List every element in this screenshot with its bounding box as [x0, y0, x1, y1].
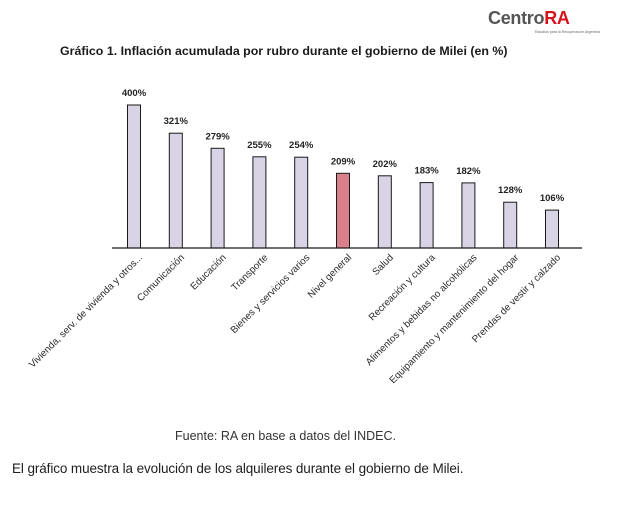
value-label-comunicacion: 321%	[164, 116, 189, 127]
logo-tagline: Estudios para la Recuperación Argentina	[535, 30, 601, 34]
value-label-bienes-y-servicios-varios: 254%	[289, 140, 314, 151]
value-label-prendas-de-vestir-y-calzado: 106%	[540, 193, 565, 204]
centro-ra-logo: CentroRA Estudios para la Recuperación A…	[488, 8, 601, 42]
value-label-educacion: 279%	[205, 131, 230, 142]
bar-equipamiento-y-mantenimiento-del-hogar	[503, 201, 518, 249]
value-label-equipamiento-y-mantenimiento-del-hogar: 128%	[498, 185, 523, 196]
category-labels-group: Vivienda, serv. de vivienda y otros...Co…	[27, 252, 563, 386]
bar-salud	[377, 175, 392, 249]
category-label-transporte: Transporte	[229, 252, 270, 293]
category-label-vivienda-serv-de-vivienda-y-otros: Vivienda, serv. de vivienda y otros...	[27, 252, 145, 370]
article-caption: El gráfico muestra la evolución de los a…	[12, 461, 464, 476]
value-label-nivel-general: 209%	[331, 156, 356, 167]
value-labels-group: 400% 321% 279% 255% 254% 209% 202% 183% 182% 128%…	[122, 88, 565, 204]
value-label-transporte: 255%	[247, 140, 272, 151]
bar-vivienda-serv-de-vivienda-y-otros	[127, 104, 141, 249]
category-label-salud: Salud	[370, 252, 396, 278]
chart-source: Fuente: RA en base a datos del INDEC.	[175, 429, 396, 443]
value-label-recreacion-y-cultura: 183%	[414, 166, 439, 177]
bar-bienes-y-servicios-varios	[294, 156, 309, 249]
bar-comunicacion	[168, 132, 183, 249]
bar-nivel-general	[336, 172, 350, 249]
bar-recreacion-y-cultura	[419, 182, 434, 249]
bars-group	[127, 104, 559, 249]
category-label-educacion: Educación	[189, 252, 229, 292]
logo-name-part2: RA	[544, 8, 570, 28]
bar-alimentos-y-bebidas-no-alcoholicas	[461, 182, 476, 249]
category-label-prendas-de-vestir-y-calzado: Prendas de vestir y calzado	[470, 252, 563, 345]
value-label-vivienda-serv-de-vivienda-y-otros: 400%	[122, 88, 147, 99]
chart-title: Gráfico 1. Inflación acumulada por rubro…	[60, 44, 508, 58]
logo-wordmark: CentroRA	[488, 8, 588, 28]
value-label-salud: 202%	[373, 159, 398, 170]
bar-prendas-de-vestir-y-calzado	[545, 209, 559, 249]
category-label-bienes-y-servicios-varios: Bienes y servicios varios	[229, 252, 313, 336]
category-label-nivel-general: Nivel general	[306, 252, 354, 300]
logo-name-part1: Centro	[488, 8, 545, 28]
value-label-alimentos-y-bebidas-no-alcoholicas: 182%	[456, 166, 481, 177]
bar-transporte	[252, 156, 267, 249]
bar-educacion	[210, 147, 225, 249]
